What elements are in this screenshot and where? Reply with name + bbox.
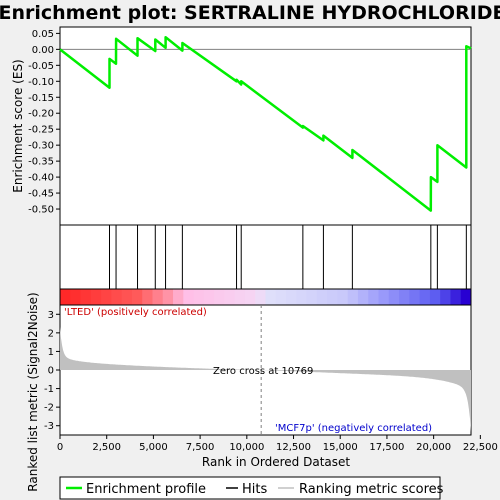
legend-box bbox=[59, 476, 441, 500]
x-tick-label: 22,500 bbox=[463, 442, 498, 453]
zero-cross-label: Zero cross at 10769 bbox=[213, 366, 313, 377]
legend-hits-text: Hits bbox=[242, 482, 267, 497]
es-ytick-label: -0.20 bbox=[28, 109, 54, 120]
colorbar-segment bbox=[152, 289, 164, 305]
colorbar-segment bbox=[131, 289, 143, 305]
x-tick-label: 5,000 bbox=[139, 442, 168, 453]
colorbar-segment bbox=[214, 289, 225, 305]
x-tick-label: 15,000 bbox=[323, 442, 358, 453]
colorbar-segment bbox=[90, 289, 102, 305]
colorbar-segment bbox=[203, 289, 215, 305]
es-ytick-label: -0.40 bbox=[28, 173, 54, 184]
es-ytick-label: -0.25 bbox=[28, 125, 54, 136]
colorbar-segment bbox=[316, 289, 328, 305]
colorbar-segment bbox=[70, 289, 82, 305]
colorbar-segment bbox=[368, 289, 380, 305]
x-tick-label: 10,000 bbox=[229, 442, 264, 453]
colorbar-segment bbox=[429, 289, 441, 305]
colorbar-segment bbox=[244, 289, 256, 305]
es-ytick-label: -0.30 bbox=[28, 141, 54, 152]
colorbar-segment bbox=[399, 289, 410, 305]
colorbar-segment bbox=[419, 289, 431, 305]
colorbar-segment bbox=[142, 289, 153, 305]
x-tick-label: 2,500 bbox=[92, 442, 121, 453]
es-ytick-label: -0.15 bbox=[28, 93, 54, 104]
x-tick-label: 20,000 bbox=[416, 442, 451, 453]
colorbar-segment bbox=[378, 289, 390, 305]
metric-ytick-label: -1 bbox=[44, 384, 54, 395]
colorbar-segment bbox=[101, 289, 112, 305]
chart-title: Enrichment plot: SERTRALINE HYDROCHLORID… bbox=[0, 2, 500, 24]
es-ytick-label: 0.05 bbox=[32, 29, 54, 40]
es-ytick-label: 0.00 bbox=[32, 45, 54, 56]
es-ytick-label: -0.50 bbox=[28, 205, 54, 216]
colorbar-segment bbox=[234, 289, 246, 305]
colorbar-segment bbox=[306, 289, 318, 305]
enrichment-profile-line bbox=[59, 35, 472, 212]
colorbar-segment bbox=[275, 289, 287, 305]
negative-label: 'MCF7p' (negatively correlated) bbox=[275, 423, 432, 434]
x-tick-label: 0 bbox=[57, 442, 63, 453]
es-ytick-label: -0.35 bbox=[28, 157, 54, 168]
metric-ytick-label: 3 bbox=[48, 310, 54, 321]
colorbar-segment bbox=[60, 289, 71, 305]
hits-panel-frame bbox=[59, 224, 472, 290]
es-ytick-label: -0.45 bbox=[28, 189, 54, 200]
x-axis-label: Rank in Ordered Dataset bbox=[202, 455, 350, 469]
colorbar-segment bbox=[80, 289, 92, 305]
colorbar-segment bbox=[450, 289, 462, 305]
metric-ytick-label: 1 bbox=[48, 347, 54, 358]
colorbar-segment bbox=[440, 289, 451, 305]
colorbar-segment bbox=[121, 289, 133, 305]
metric-ytick-label: -2 bbox=[44, 403, 54, 414]
es-ylabel: Enrichment score (ES) bbox=[11, 59, 25, 192]
colorbar-segment bbox=[347, 289, 359, 305]
metric-ytick-label: -3 bbox=[44, 421, 54, 432]
colorbar-segment bbox=[111, 289, 123, 305]
metric-ytick-label: 0 bbox=[48, 366, 54, 377]
colorbar-segment bbox=[193, 289, 205, 305]
x-tick-label: 12,500 bbox=[276, 442, 311, 453]
positive-label: 'LTED' (positively correlated) bbox=[64, 307, 207, 318]
colorbar-segment bbox=[255, 289, 266, 305]
es-panel-frame bbox=[59, 26, 472, 226]
es-ytick-label: -0.10 bbox=[28, 77, 54, 88]
colorbar-segment bbox=[388, 289, 400, 305]
metric-ytick-label: 2 bbox=[48, 328, 54, 339]
colorbar-segment bbox=[327, 289, 338, 305]
x-tick-label: 17,500 bbox=[369, 442, 404, 453]
colorbar-segment bbox=[183, 289, 195, 305]
legend-metric-text: Ranking metric scores bbox=[299, 482, 444, 497]
colorbar-segment bbox=[337, 289, 349, 305]
colorbar-segment bbox=[296, 289, 308, 305]
colorbar-segment bbox=[162, 289, 174, 305]
colorbar-segment bbox=[357, 289, 369, 305]
colorbar-segment bbox=[460, 289, 472, 305]
legend-enrichment-text: Enrichment profile bbox=[86, 482, 206, 497]
es-ytick-label: -0.05 bbox=[28, 61, 54, 72]
colorbar-segment bbox=[224, 289, 236, 305]
x-tick-label: 7,500 bbox=[186, 442, 215, 453]
metric-ylabel: Ranked list metric (Signal2Noise) bbox=[26, 292, 40, 491]
colorbar-segment bbox=[409, 289, 421, 305]
colorbar-segment bbox=[173, 289, 184, 305]
colorbar-segment bbox=[265, 289, 277, 305]
colorbar-segment bbox=[286, 289, 297, 305]
